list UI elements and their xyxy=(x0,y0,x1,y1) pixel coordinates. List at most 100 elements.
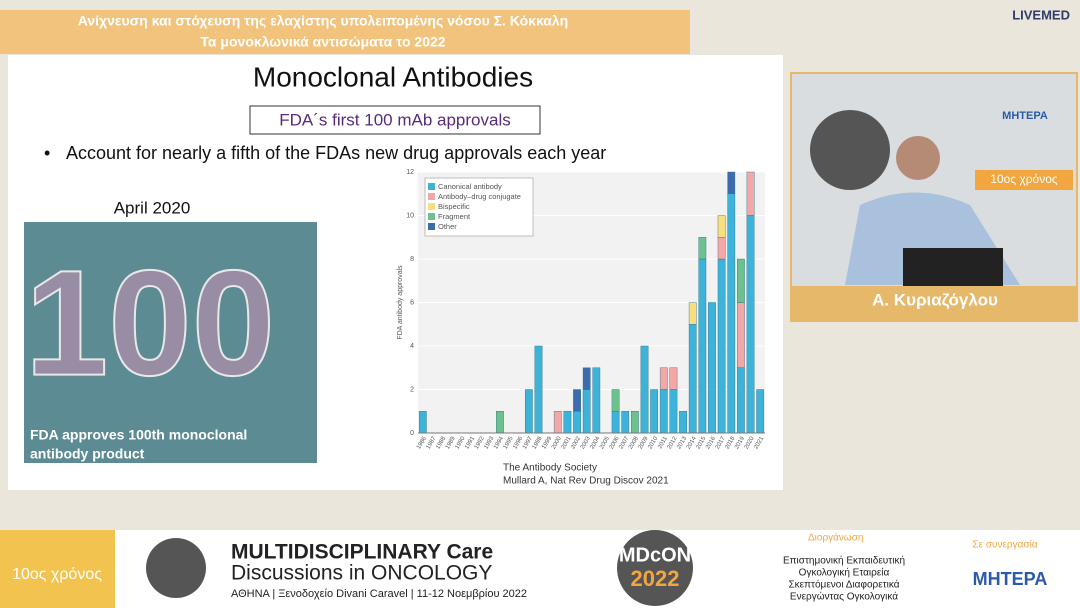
event-line: MULTIDISCIPLINARY Care xyxy=(231,541,493,564)
bar-segment xyxy=(737,258,745,303)
bar-segment xyxy=(631,411,639,434)
center-logo xyxy=(617,530,693,606)
image-label: April 2020 xyxy=(114,198,191,217)
image-caption: FDA approves 100th monoclonal xyxy=(30,427,247,443)
y-axis-title: FDA antibody approvals xyxy=(397,265,404,340)
source: The Antibody Society xyxy=(503,463,597,474)
legend-label: Canonical antibody xyxy=(438,182,502,191)
slide-title: Monoclonal Antibodies xyxy=(253,61,533,92)
bar-segment xyxy=(553,411,562,434)
bar-segment xyxy=(698,258,707,434)
legend-swatch xyxy=(428,213,435,220)
organizer-label: Διοργάνωση xyxy=(808,532,863,544)
image-number: 100 xyxy=(25,239,275,407)
subtitle-box xyxy=(249,105,541,135)
footer-badge: 10ος χρόνος xyxy=(12,566,102,583)
bar-segment xyxy=(573,389,581,412)
legend-swatch xyxy=(428,203,435,210)
y-tick-label: 12 xyxy=(406,169,414,176)
source: Mullard A, Nat Rev Drug Discov 2021 xyxy=(503,476,669,487)
bar-segment xyxy=(573,411,581,434)
y-tick-label: 6 xyxy=(410,299,414,306)
slide-subtitle: FDA´s first 100 mAb approvals xyxy=(279,110,510,129)
brand: LIVEMED xyxy=(1012,7,1070,22)
bar-segment xyxy=(524,389,533,434)
bar-segment xyxy=(737,367,745,434)
image xyxy=(24,222,317,463)
bar-segment xyxy=(496,411,504,434)
legend-label: Other xyxy=(438,222,457,231)
bar-segment xyxy=(698,237,707,260)
bar-segment xyxy=(640,345,649,434)
bar-segment xyxy=(756,389,765,434)
bar-segment xyxy=(659,367,668,390)
bar-segment xyxy=(688,302,697,325)
bar-segment xyxy=(717,215,726,238)
legend-swatch xyxy=(428,193,435,200)
header-title: Ανίχνευση και στόχευση της ελαχίστης υπο… xyxy=(78,13,568,29)
image-caption: antibody product xyxy=(30,446,145,462)
podium xyxy=(903,248,1003,286)
bar-segment xyxy=(563,411,572,434)
bullet-dot: • xyxy=(44,143,50,163)
organizer-line: Επιστημονική Εκπαιδευτική xyxy=(783,555,905,567)
bar-segment xyxy=(418,411,427,434)
bar-segment xyxy=(611,389,620,412)
partner-label: Σε συνεργασία xyxy=(972,539,1037,551)
bar-segment xyxy=(534,345,543,434)
bar-segment xyxy=(727,171,736,194)
x-tick-label: 2011 xyxy=(657,435,669,450)
legend-label: Bispecific xyxy=(438,202,470,211)
bar-segment xyxy=(659,389,668,434)
y-tick-label: 10 xyxy=(406,212,414,219)
bar-segment xyxy=(746,215,755,434)
organizer-line: Ογκολογική Εταιρεία xyxy=(799,567,890,579)
header-subtitle: Τα μονοκλωνικά αντισώματα το 2022 xyxy=(200,34,445,50)
y-tick-label: 4 xyxy=(410,343,414,350)
y-tick-label: 8 xyxy=(410,256,414,263)
organizer-line: Ενεργώντας Ογκολογικά xyxy=(790,591,898,603)
backdrop-partner: ΜΗΤΕΡΑ xyxy=(1002,110,1048,122)
legend-label: Antibody–drug conjugate xyxy=(438,192,521,201)
bar-segment xyxy=(746,171,755,216)
backdrop-badge: 10ος χρόνος xyxy=(990,172,1058,186)
venue: ΑΘΗΝΑ | Ξενοδοχείο Divani Caravel | 11-1… xyxy=(231,588,527,600)
title-ribbon xyxy=(0,10,690,54)
partner: ΜΗΤΕΡΑ xyxy=(973,569,1048,589)
bar-segment xyxy=(582,367,591,390)
y-tick-label: 2 xyxy=(410,386,414,393)
organizer-line: Σκεπτόμενοι Διαφορετικά xyxy=(789,579,900,591)
bar-segment xyxy=(679,411,687,434)
footer-badge-bg xyxy=(0,530,115,608)
logo-text: 2022 xyxy=(631,566,680,591)
bar-segment xyxy=(669,389,678,434)
bar-segment xyxy=(611,411,620,434)
bar-segment xyxy=(688,324,697,434)
speaker-name: Α. Κυριαζόγλου xyxy=(872,290,998,309)
footer-logo xyxy=(146,538,206,598)
y-tick-label: 0 xyxy=(410,430,414,437)
bar-segment xyxy=(717,237,726,260)
logo-text: MDcON xyxy=(619,544,691,566)
legend-swatch xyxy=(428,183,435,190)
bar-segment xyxy=(708,302,716,434)
bullet: Account for nearly a fifth of the FDAs n… xyxy=(66,143,606,163)
legend-label: Fragment xyxy=(438,212,471,221)
legend-swatch xyxy=(428,223,435,230)
legend-box xyxy=(424,177,534,237)
bar-segment xyxy=(669,367,678,390)
backdrop-badge-bg xyxy=(975,170,1073,190)
speaker-head xyxy=(896,136,940,180)
bar-segment xyxy=(717,258,726,434)
bar-segment xyxy=(582,389,591,434)
bar-segment xyxy=(621,411,630,434)
bar-segment xyxy=(592,367,601,434)
bar-segment xyxy=(650,389,659,434)
event-line: Discussions in ONCOLOGY xyxy=(231,562,492,585)
bar-segment xyxy=(727,193,736,434)
bar-segment xyxy=(737,302,745,368)
backdrop-logo xyxy=(810,110,890,190)
